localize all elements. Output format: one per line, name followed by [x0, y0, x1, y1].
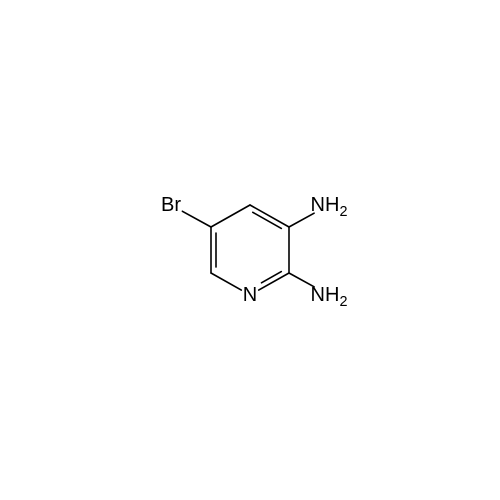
- molecule-structure: N NH2 NH2 Br: [0, 0, 500, 500]
- atom-label-N1: N: [243, 285, 257, 305]
- atom-label-N3a: NH2: [311, 195, 348, 215]
- atom-label-Br: Br: [161, 195, 181, 215]
- atom-label-N2a: NH2: [311, 285, 348, 305]
- bond-layer: [0, 0, 500, 500]
